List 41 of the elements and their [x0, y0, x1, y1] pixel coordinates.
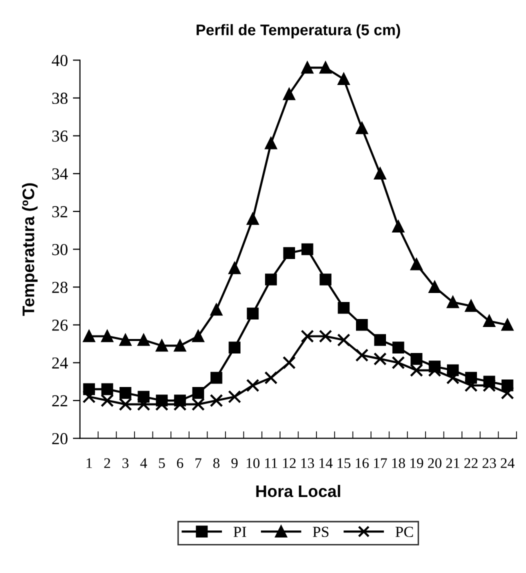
- y-tick-label: 24: [52, 357, 68, 368]
- x-tick-label: 11: [265, 458, 278, 468]
- chart-title: Perfil de Temperatura (5 cm): [196, 24, 400, 38]
- y-tick-label: 28: [52, 282, 68, 294]
- y-tick-label: 38: [52, 92, 68, 104]
- x-tick-label: 16: [356, 458, 369, 468]
- x-tick-label: 10: [246, 458, 260, 468]
- x-tick-label: 19: [410, 458, 424, 468]
- x-tick-label: 3: [122, 458, 129, 468]
- x-tick-label: 13: [301, 458, 314, 468]
- y-tick-label: 32: [52, 206, 68, 218]
- x-tick-label: 5: [159, 458, 165, 468]
- x-tick-label: 7: [196, 458, 202, 468]
- legend-label: PS: [312, 526, 328, 538]
- x-tick-label: 12: [283, 458, 296, 468]
- x-tick-label: 14: [320, 458, 333, 468]
- y-tick-label: 34: [52, 168, 68, 180]
- y-tick-label: 30: [52, 244, 68, 256]
- x-axis-title: Hora Local: [256, 484, 340, 498]
- x-tick-label: 22: [464, 458, 478, 468]
- x-tick-label: 15: [338, 458, 350, 468]
- y-tick-label: 36: [52, 130, 68, 142]
- legend-label: PC: [396, 526, 413, 538]
- x-tick-label: 8: [213, 458, 220, 468]
- x-tick-label: 24: [500, 458, 514, 468]
- x-tick-label: 6: [176, 458, 184, 468]
- x-tick-label: 20: [428, 458, 442, 468]
- y-axis-title: Temperatura (ºC): [22, 183, 38, 316]
- x-tick-label: 21: [446, 458, 460, 468]
- legend-label: PI: [234, 526, 246, 537]
- y-tick-label: 22: [52, 395, 68, 406]
- y-tick-label: 20: [52, 433, 68, 444]
- y-tick-label: 26: [52, 320, 68, 331]
- x-tick-label: 18: [392, 458, 406, 468]
- x-tick-label: 23: [482, 458, 496, 468]
- x-tick-label: 4: [140, 458, 148, 468]
- x-tick-label: 1: [86, 458, 92, 468]
- y-tick-label: 40: [52, 54, 68, 66]
- x-tick-label: 17: [374, 458, 387, 468]
- x-tick-label: 2: [104, 458, 110, 468]
- x-tick-label: 9: [231, 458, 238, 468]
